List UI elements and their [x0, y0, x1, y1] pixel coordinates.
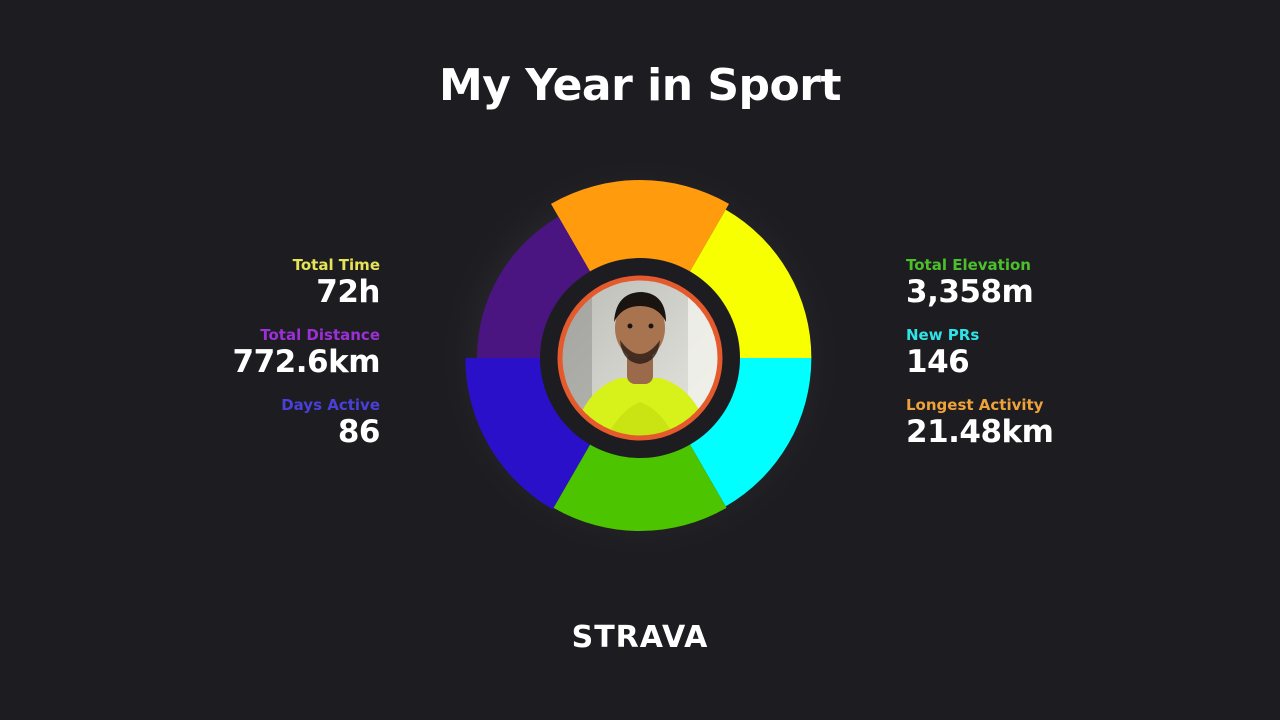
ring-segment-blue: [465, 358, 593, 510]
strava-logo: STRAVA: [571, 620, 709, 655]
ring-segment-orange: [551, 179, 729, 276]
stat-value: 3,358m: [906, 274, 1034, 310]
stat-total-time: Total Time 72h: [180, 255, 381, 325]
ring-segment-purple: [476, 216, 593, 358]
stat-longest-activity: Longest Activity 21.48km: [906, 395, 1166, 465]
stat-total-elevation: Total Elevation 3,358m: [906, 255, 1166, 325]
ring-segment-cyan: [687, 358, 812, 507]
stat-label: Total Time: [292, 256, 380, 274]
stat-value: 72h: [316, 274, 380, 310]
ring-segment-yellow: [687, 209, 812, 358]
page-title: My Year in Sport: [438, 60, 842, 111]
left-stats: Total Time 72h Total Distance 772.6km Da…: [180, 255, 381, 465]
avatar-border: [557, 275, 723, 441]
stat-label: Total Distance: [260, 326, 380, 344]
right-stats: Total Elevation 3,358m New PRs 146 Longe…: [906, 255, 1166, 465]
stat-days-active: Days Active 86: [180, 395, 380, 465]
stat-value: 86: [337, 414, 381, 450]
activity-ring: [435, 153, 845, 560]
stat-label: New PRs: [906, 326, 980, 344]
stat-label: Longest Activity: [906, 396, 1044, 414]
ring-segments: [465, 179, 812, 532]
stat-total-distance: Total Distance 772.6km: [180, 325, 381, 395]
stat-label: Days Active: [281, 396, 380, 414]
stat-value: 146: [906, 344, 970, 380]
stat-value: 21.48km: [906, 414, 1054, 450]
ring-segment-green: [553, 440, 727, 532]
stat-value: 772.6km: [232, 344, 381, 380]
stat-new-prs: New PRs 146: [906, 325, 1166, 395]
stat-label: Total Elevation: [906, 256, 1031, 274]
